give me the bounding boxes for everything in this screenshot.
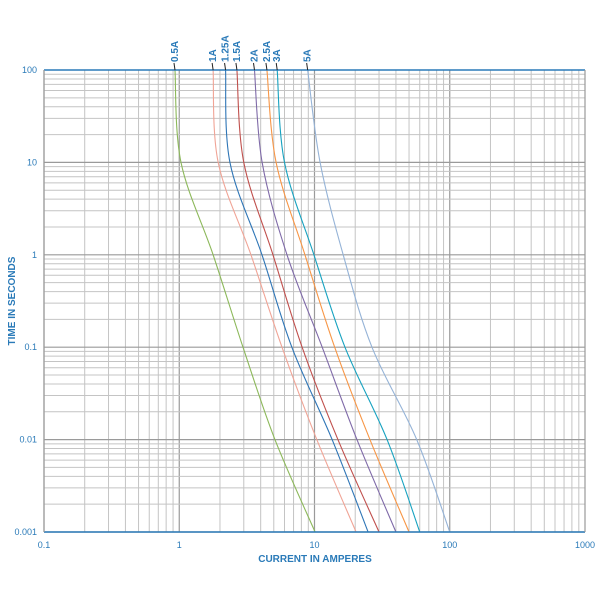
curve-label-leader <box>173 62 176 71</box>
curve-label-leader <box>252 62 255 71</box>
curve-1.5A <box>236 69 380 533</box>
curve-label: 1.5A <box>232 41 243 62</box>
curve-5A <box>307 69 451 533</box>
y-axis-label: TIME IN SECONDS <box>7 256 18 345</box>
y-tick-label: 100 <box>22 65 37 75</box>
grid <box>43 70 585 533</box>
curve-label: 5A <box>303 49 314 62</box>
curve-label: 2.5A <box>262 41 273 62</box>
curve-label-leader <box>275 62 278 71</box>
y-tick-label: 0.01 <box>19 435 37 445</box>
curve-label-leader <box>224 62 227 71</box>
curve-1A <box>212 69 357 533</box>
curve-labels: 0.5A 1A 1.25A 1.5A 2A 2.5A 3A 5A <box>170 35 314 71</box>
curve-2A <box>253 69 397 533</box>
y-tick-label: 10 <box>27 157 37 167</box>
curve-3A <box>276 69 421 533</box>
x-tick-label: 1000 <box>575 540 595 550</box>
curve-1.25A <box>225 69 369 533</box>
curve-label-leader <box>235 62 238 71</box>
curve-label: 2A <box>249 49 260 62</box>
curves <box>174 69 451 533</box>
curve-label-leader <box>306 62 309 71</box>
curve-label: 0.5A <box>170 41 181 62</box>
x-tick-label: 1 <box>177 540 182 550</box>
curve-label-leader <box>211 62 214 71</box>
x-tick-labels: 0.1 1 10 100 1000 <box>38 540 595 550</box>
curve-label-leader <box>265 62 268 71</box>
curve-label: 3A <box>272 49 283 62</box>
y-tick-label: 0.001 <box>14 527 37 537</box>
plot-frame <box>43 69 586 533</box>
curve-label: 1A <box>208 49 219 62</box>
y-tick-label: 1 <box>32 250 37 260</box>
x-tick-label: 0.1 <box>38 540 51 550</box>
x-tick-label: 100 <box>442 540 457 550</box>
curve-label: 1.25A <box>221 35 232 62</box>
y-tick-labels: 100 10 1 0.1 0.01 0.001 <box>14 65 37 537</box>
curve-2.5A <box>266 69 410 533</box>
y-tick-label: 0.1 <box>24 342 37 352</box>
x-axis-label: CURRENT IN AMPERES <box>258 554 372 565</box>
x-tick-label: 10 <box>309 540 319 550</box>
curve-0.5A <box>174 69 316 533</box>
